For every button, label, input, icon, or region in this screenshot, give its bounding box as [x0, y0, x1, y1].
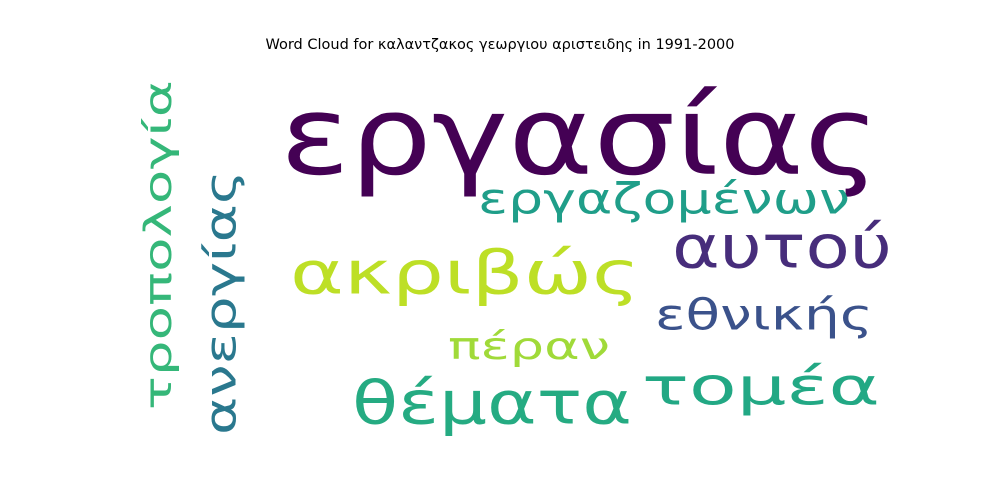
cloud-word-8: ανεργίας: [197, 170, 246, 435]
cloud-word-10: πέραν: [448, 324, 610, 368]
cloud-word-6: εργαζομένων: [478, 174, 850, 224]
cloud-word-1: εργασίας: [280, 73, 880, 200]
cloud-word-4: τομέα: [642, 357, 880, 417]
chart-title: Word Cloud for καλαντζακος γεωργιου αρισ…: [265, 37, 735, 53]
cloud-word-7: τροπολογία: [137, 80, 180, 410]
cloud-word-3: θέματα: [352, 369, 632, 438]
cloud-word-5: αυτού: [672, 212, 892, 282]
cloud-word-2: ακριβώς: [290, 238, 640, 307]
cloud-word-9: εθνικής: [655, 290, 873, 339]
